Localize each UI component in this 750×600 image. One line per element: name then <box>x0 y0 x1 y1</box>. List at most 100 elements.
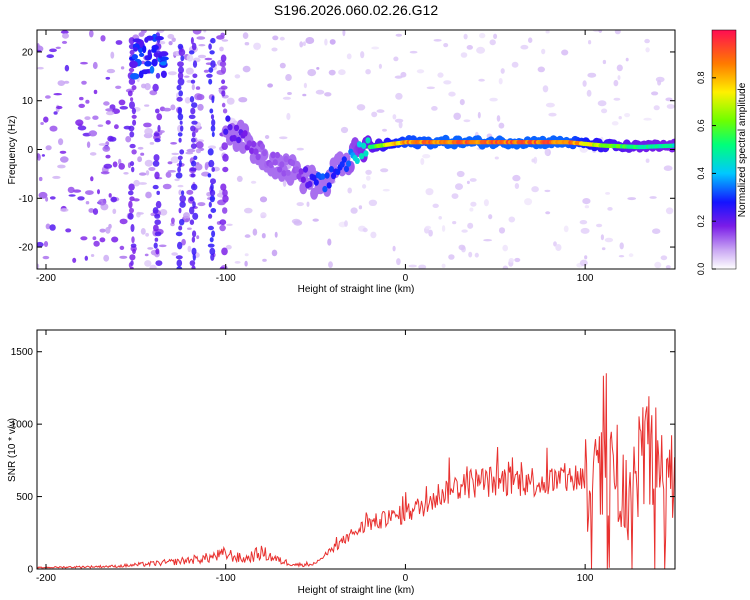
spectrogram-cluster-blob <box>144 60 152 67</box>
spectrogram-noise-blob <box>252 228 258 236</box>
snr-ylabel: SNR (10 * v/v) <box>7 418 18 482</box>
spectrogram-streak-blob <box>178 225 183 231</box>
spectrogram-noise-blob <box>57 80 66 86</box>
spectrogram-cluster-blob <box>155 36 164 41</box>
spectrogram-ridge-core <box>290 159 296 167</box>
spectrogram-noise-blob <box>88 130 98 137</box>
spectrogram-noise-blob <box>508 258 514 263</box>
spectrogram-noise-blob <box>296 202 304 207</box>
spectrogram-noise-blob <box>244 260 248 267</box>
spectrogram-noise-blob <box>92 61 98 70</box>
spectrogram-noise-blob <box>597 100 607 107</box>
spectrogram-noise-blob <box>115 40 123 45</box>
spectrogram-noise-blob <box>197 103 204 111</box>
spectrogram-streak-blob <box>155 260 163 266</box>
spectrogram-noise-blob <box>80 61 88 65</box>
spectrogram-streak-blob <box>130 243 137 248</box>
spectrogram-noise-blob <box>461 229 468 233</box>
spectrogram-streak-blob <box>153 242 158 249</box>
spectrogram-streak-blob <box>181 190 185 196</box>
spectrogram-streak-blob <box>177 77 185 86</box>
spectrogram-noise-blob <box>604 237 614 243</box>
spectrogram-ridge-core <box>270 151 276 159</box>
spectrogram-noise-blob <box>143 122 152 128</box>
spectrogram-noise-blob <box>494 156 499 160</box>
spectrogram-noise-blob <box>498 122 505 129</box>
spectrogram-streak-blob <box>129 143 136 149</box>
spectrogram-noise-blob <box>77 125 87 131</box>
spectrogram-ridge-core <box>324 172 330 179</box>
spectrogram-streak-blob <box>131 107 136 115</box>
spectrogram-noise-blob <box>221 39 229 42</box>
spectrogram-streak-blob <box>153 224 159 232</box>
spectrogram-noise-blob <box>271 47 278 52</box>
colorbar-tick-label: 0.0 <box>696 263 706 276</box>
spectrogram-noise-blob <box>234 74 241 79</box>
spectrogram-noise-blob <box>531 158 535 163</box>
spectrogram-noise-blob <box>144 260 152 267</box>
spectrogram-ridge-core <box>231 134 237 142</box>
spectrogram-ridge-core <box>251 140 257 148</box>
spectrogram-ridge-core <box>296 173 302 180</box>
spectrogram-noise-blob <box>64 64 70 72</box>
spectrogram-ridge-core <box>356 141 362 148</box>
spectrogram-noise-blob <box>398 121 403 129</box>
spectrogram-noise-blob <box>299 41 304 48</box>
spectrogram-noise-blob <box>260 212 267 219</box>
spectrogram-noise-blob <box>460 52 468 58</box>
spectrogram-noise-blob <box>371 111 378 118</box>
spectrogram-streak-blob <box>131 85 137 91</box>
spectrogram-noise-blob <box>244 253 249 257</box>
spectrogram-noise-blob <box>156 30 165 34</box>
spectrogram-noise-blob <box>279 62 286 69</box>
spectrogram-noise-blob <box>520 44 529 50</box>
spectrogram-streak-blob <box>178 207 182 214</box>
spectrogram-noise-blob <box>60 30 69 34</box>
spectrogram-noise-blob <box>219 46 224 52</box>
spectrogram-noise-blob <box>272 35 279 41</box>
spectrogram-noise-blob <box>167 161 173 165</box>
spectrogram-noise-blob <box>652 228 661 234</box>
spectrogram-noise-blob <box>466 180 470 185</box>
spectrogram-noise-blob <box>59 150 67 154</box>
spectrogram-noise-blob <box>204 57 213 61</box>
spectrogram-streak-blob <box>210 60 216 68</box>
spectrogram-noise-blob <box>328 69 336 76</box>
spectrogram-streak-blob <box>222 189 228 197</box>
spectrogram-noise-blob <box>443 80 452 85</box>
spectrogram-ridge-core <box>365 137 371 144</box>
spectrogram-streak-blob <box>220 85 228 90</box>
spectrogram-noise-blob <box>168 71 177 76</box>
spectrogram-noise-blob <box>545 211 551 215</box>
spectrogram-streak-blob <box>208 43 212 50</box>
spectrogram-noise-blob <box>432 203 439 208</box>
spectrogram-ridge-core <box>223 128 229 135</box>
spectrogram-noise-blob <box>119 255 128 259</box>
spectrogram-cluster-blob <box>147 49 152 57</box>
spectrogram-noise-blob <box>42 255 50 260</box>
spectrogram-xlabel: Height of straight line (km) <box>298 284 415 295</box>
spectrogram-streak-blob <box>207 243 215 248</box>
spectrogram-ridge-core <box>259 143 265 150</box>
spectrogram-ridge-halo <box>239 141 247 154</box>
spectrogram-noise-blob <box>627 197 637 201</box>
spectrogram-cluster-blob <box>151 47 157 53</box>
spectrogram-noise-blob <box>279 36 285 41</box>
spectrogram-streak-blob <box>152 160 160 167</box>
spectrogram-noise-blob <box>168 41 173 46</box>
spectrogram-noise-blob <box>197 54 207 59</box>
spectrogram-streak-blob <box>130 224 135 232</box>
spectrogram-noise-blob <box>370 231 377 239</box>
spectrogram-noise-blob <box>106 111 115 116</box>
spectrogram-noise-blob <box>85 201 90 205</box>
spectrogram-noise-blob <box>57 164 66 169</box>
spectrogram-streak-blob <box>207 148 214 156</box>
spectrogram-noise-blob <box>600 234 605 241</box>
spectrogram-noise-blob <box>376 109 385 113</box>
spectrogram-noise-blob <box>162 107 172 112</box>
spectrogram-ridge-core <box>346 160 352 167</box>
spectrogram-noise-blob <box>93 240 100 247</box>
spectrogram-noise-blob <box>618 255 625 258</box>
snr-plot-area <box>37 373 675 569</box>
spectrogram-noise-blob <box>286 112 291 121</box>
